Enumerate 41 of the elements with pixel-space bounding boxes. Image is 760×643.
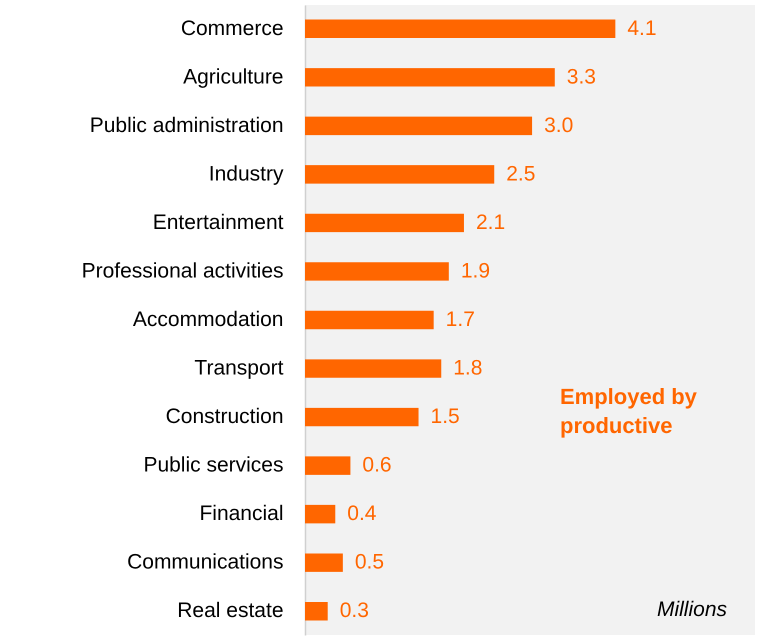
data-label: 1.8 bbox=[453, 356, 482, 380]
bar bbox=[305, 214, 464, 232]
bar bbox=[305, 602, 328, 620]
bar bbox=[305, 553, 343, 572]
data-label: 1.7 bbox=[446, 308, 475, 331]
y-tick-label: Financial bbox=[199, 502, 284, 526]
data-label: 4.1 bbox=[627, 16, 657, 40]
annotation: Employed by productive bbox=[560, 384, 698, 438]
bar bbox=[305, 310, 434, 330]
bar bbox=[305, 68, 555, 87]
y-tick-label: Public administration bbox=[90, 114, 284, 137]
data-label: 0.4 bbox=[347, 502, 377, 526]
y-tick-label: Real estate bbox=[177, 599, 284, 622]
y-tick-label: Professional activities bbox=[82, 259, 284, 282]
data-label: 0.3 bbox=[340, 599, 369, 622]
bar bbox=[305, 359, 442, 378]
data-label: 3.0 bbox=[544, 114, 574, 137]
y-tick-label: Public services bbox=[143, 454, 284, 477]
data-label: 2.5 bbox=[506, 162, 536, 186]
bar bbox=[305, 408, 419, 426]
data-label: 1.9 bbox=[460, 259, 490, 282]
data-label: 2.1 bbox=[476, 210, 506, 234]
y-tick-label: Construction bbox=[166, 405, 284, 428]
y-tick-label: Commerce bbox=[180, 16, 284, 40]
y-tick-label: Accommodation bbox=[132, 308, 284, 331]
data-label: 1.5 bbox=[430, 405, 460, 428]
bar bbox=[305, 504, 336, 524]
data-label: 3.3 bbox=[566, 65, 596, 88]
y-tick-label: Industry bbox=[208, 162, 284, 186]
bar bbox=[305, 20, 616, 38]
bar bbox=[305, 165, 494, 184]
y-tick-label: Transport bbox=[194, 356, 284, 380]
y-tick-label: Entertainment bbox=[152, 210, 284, 234]
text: Millions bbox=[656, 598, 728, 621]
data-label: 0.5 bbox=[354, 550, 384, 574]
data-label: 0.6 bbox=[362, 454, 392, 477]
y-tick-label: Agriculture bbox=[183, 65, 284, 88]
bar bbox=[305, 116, 532, 136]
bar bbox=[305, 262, 449, 281]
bar bbox=[305, 456, 350, 475]
y-tick-label: Communications bbox=[127, 550, 284, 574]
